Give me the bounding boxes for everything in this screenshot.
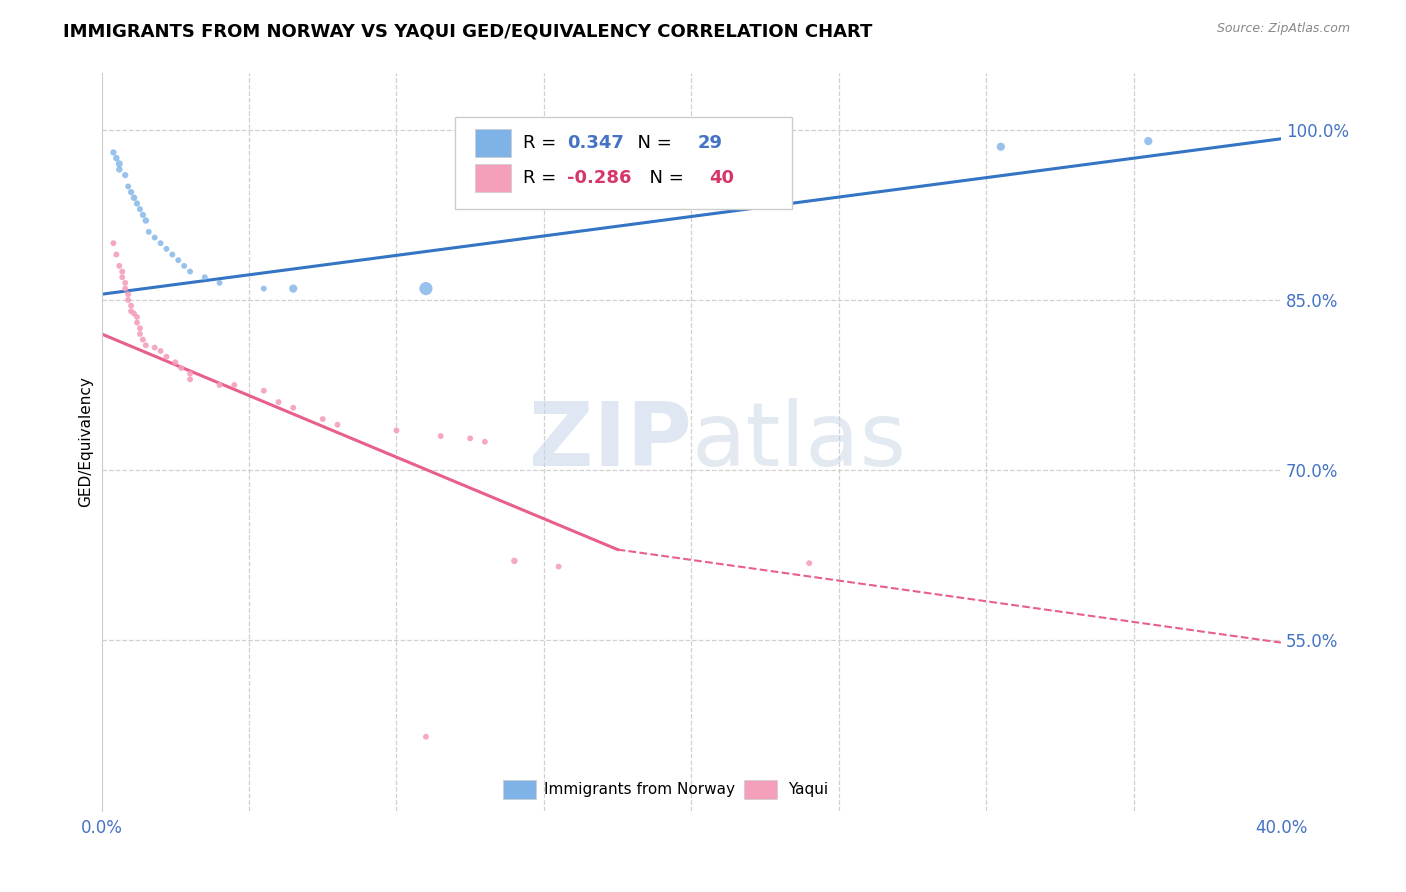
Point xyxy=(179,367,201,381)
Point xyxy=(208,276,231,290)
FancyBboxPatch shape xyxy=(475,129,510,157)
Point xyxy=(125,196,148,211)
FancyBboxPatch shape xyxy=(456,117,792,210)
Text: 40: 40 xyxy=(709,169,734,187)
Point xyxy=(429,429,451,443)
Point xyxy=(135,213,157,227)
Point xyxy=(132,333,155,347)
Point xyxy=(149,343,172,358)
Point xyxy=(312,412,335,426)
Point xyxy=(138,225,160,239)
Text: Yaqui: Yaqui xyxy=(787,782,828,797)
Text: -0.286: -0.286 xyxy=(568,169,631,187)
Point xyxy=(253,282,276,296)
Point xyxy=(143,230,166,244)
Point xyxy=(114,282,136,296)
Point xyxy=(155,242,177,256)
Point xyxy=(165,355,187,369)
Point xyxy=(132,208,155,222)
Point xyxy=(167,253,190,268)
Point xyxy=(108,259,131,273)
Point xyxy=(125,310,148,324)
FancyBboxPatch shape xyxy=(502,780,536,798)
Point xyxy=(194,270,217,285)
Point xyxy=(122,191,145,205)
Point xyxy=(120,185,142,199)
FancyBboxPatch shape xyxy=(475,164,510,193)
Text: IMMIGRANTS FROM NORWAY VS YAQUI GED/EQUIVALENCY CORRELATION CHART: IMMIGRANTS FROM NORWAY VS YAQUI GED/EQUI… xyxy=(63,22,873,40)
Point xyxy=(117,287,139,301)
Point xyxy=(173,259,195,273)
Point xyxy=(990,140,1012,154)
Point xyxy=(547,157,569,171)
Point xyxy=(125,316,148,330)
Point xyxy=(114,168,136,182)
Point xyxy=(155,350,177,364)
Point xyxy=(129,326,152,341)
Point xyxy=(170,361,193,376)
Point xyxy=(681,174,703,188)
Point xyxy=(253,384,276,398)
Point xyxy=(267,395,290,409)
Point xyxy=(129,202,152,216)
Text: Immigrants from Norway: Immigrants from Norway xyxy=(544,782,735,797)
Point xyxy=(105,247,128,261)
Text: R =: R = xyxy=(523,169,561,187)
Point xyxy=(108,162,131,177)
Point xyxy=(547,559,569,574)
Point xyxy=(105,151,128,165)
Point xyxy=(111,264,134,278)
Point xyxy=(114,276,136,290)
Text: ZIP: ZIP xyxy=(529,398,692,485)
Point xyxy=(179,264,201,278)
Point xyxy=(117,293,139,307)
Point xyxy=(1137,134,1160,148)
Point xyxy=(103,236,125,251)
Point xyxy=(111,270,134,285)
Point xyxy=(120,304,142,318)
Point xyxy=(415,282,437,296)
Point xyxy=(108,157,131,171)
Point xyxy=(143,341,166,355)
Point xyxy=(385,424,408,438)
Point xyxy=(326,417,349,432)
FancyBboxPatch shape xyxy=(744,780,778,798)
Text: atlas: atlas xyxy=(692,398,907,485)
Point xyxy=(283,401,305,415)
Text: Source: ZipAtlas.com: Source: ZipAtlas.com xyxy=(1216,22,1350,36)
Point xyxy=(135,338,157,352)
Y-axis label: GED/Equivalency: GED/Equivalency xyxy=(79,376,93,508)
Point xyxy=(179,372,201,386)
Point xyxy=(283,282,305,296)
Point xyxy=(129,321,152,335)
Point xyxy=(799,556,821,570)
Point xyxy=(503,554,526,568)
Text: N =: N = xyxy=(638,169,690,187)
Point xyxy=(208,378,231,392)
Point xyxy=(103,145,125,160)
Point xyxy=(415,730,437,744)
Point xyxy=(120,299,142,313)
Point xyxy=(117,179,139,194)
Text: N =: N = xyxy=(627,134,678,152)
Point xyxy=(162,247,184,261)
Point xyxy=(122,306,145,320)
Point xyxy=(224,378,246,392)
Text: R =: R = xyxy=(523,134,561,152)
Point xyxy=(458,431,481,445)
Text: 29: 29 xyxy=(697,134,723,152)
Point xyxy=(149,236,172,251)
Text: 0.347: 0.347 xyxy=(568,134,624,152)
Point xyxy=(474,434,496,449)
